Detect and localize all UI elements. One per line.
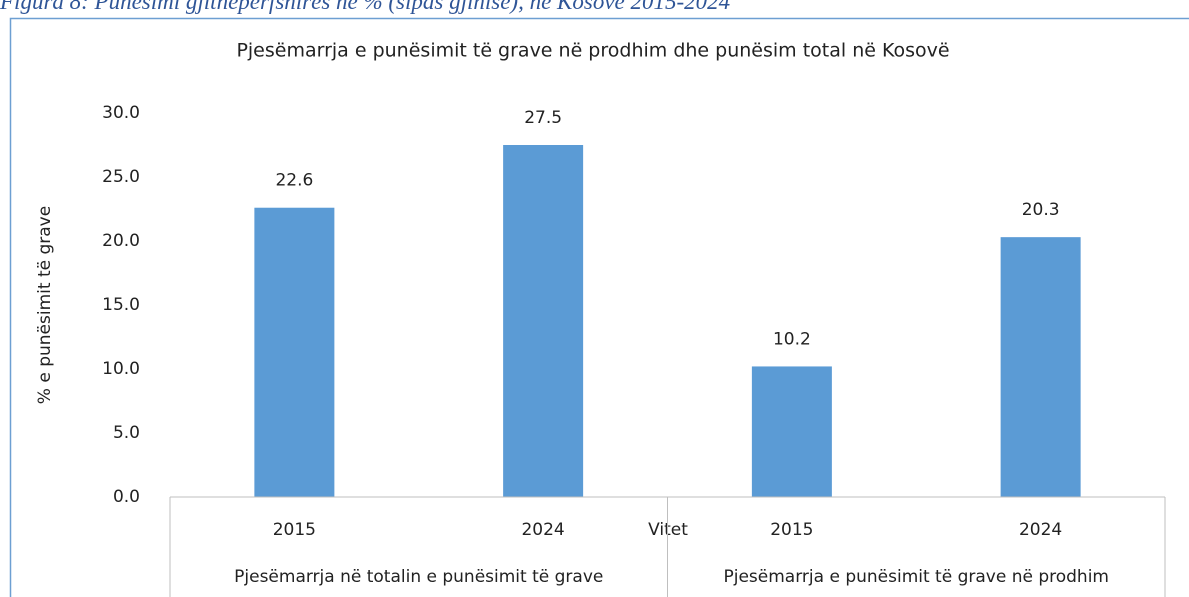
bar bbox=[254, 207, 335, 497]
x-tick-label: 2015 bbox=[770, 520, 813, 540]
x-tick-label: 2024 bbox=[521, 520, 564, 540]
y-tick-label: 0.0 bbox=[113, 487, 140, 507]
data-label: 22.6 bbox=[275, 171, 313, 191]
y-tick-label: 10.0 bbox=[102, 359, 140, 379]
data-label: 20.3 bbox=[1022, 200, 1060, 220]
y-tick-label: 15.0 bbox=[102, 295, 140, 315]
bar bbox=[751, 366, 832, 497]
chart-title: Pjesëmarrja e punësimit të grave në prod… bbox=[236, 40, 949, 62]
x-tick-label: 2024 bbox=[1019, 520, 1062, 540]
chart-border bbox=[9, 17, 1189, 597]
y-tick-label: 20.0 bbox=[102, 231, 140, 251]
data-label: 27.5 bbox=[524, 108, 562, 128]
x-axis-title: Vitet bbox=[648, 520, 688, 540]
x-tick-label: 2015 bbox=[273, 520, 316, 540]
bar bbox=[1000, 237, 1081, 497]
bar bbox=[503, 145, 584, 497]
group-label: Pjesëmarrja e punësimit të grave në prod… bbox=[724, 567, 1110, 587]
group-label: Pjesëmarrja në totalin e punësimit të gr… bbox=[234, 567, 603, 587]
data-label: 10.2 bbox=[773, 329, 811, 349]
y-tick-label: 5.0 bbox=[113, 423, 140, 443]
y-tick-label: 25.0 bbox=[102, 167, 140, 187]
figure-caption: Figura 8: Punësimi gjithëpërfshirës në %… bbox=[0, 0, 730, 14]
y-axis-title: % e punësimit të grave bbox=[35, 206, 55, 404]
y-tick-label: 30.0 bbox=[102, 103, 140, 123]
